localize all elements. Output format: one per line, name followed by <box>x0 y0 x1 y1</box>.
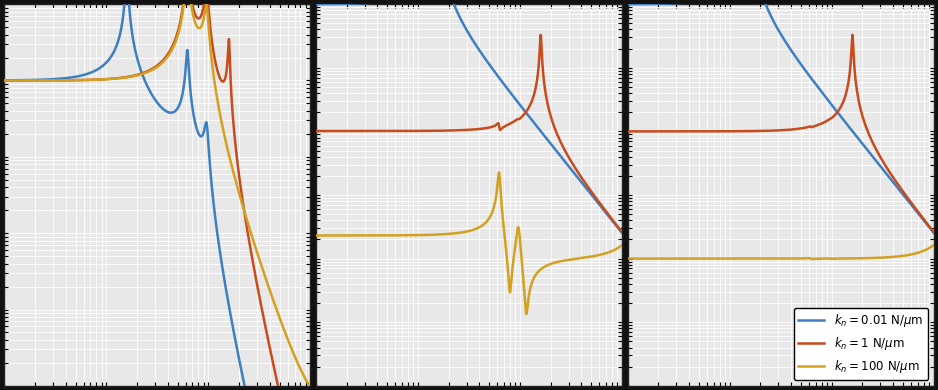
Legend: $k_n = 0.01\ \mathrm{N}/\mu\mathrm{m}$, $k_n = 1\ \mathrm{N}/\mu\mathrm{m}$, $k_: $k_n = 0.01\ \mathrm{N}/\mu\mathrm{m}$, … <box>794 308 928 380</box>
